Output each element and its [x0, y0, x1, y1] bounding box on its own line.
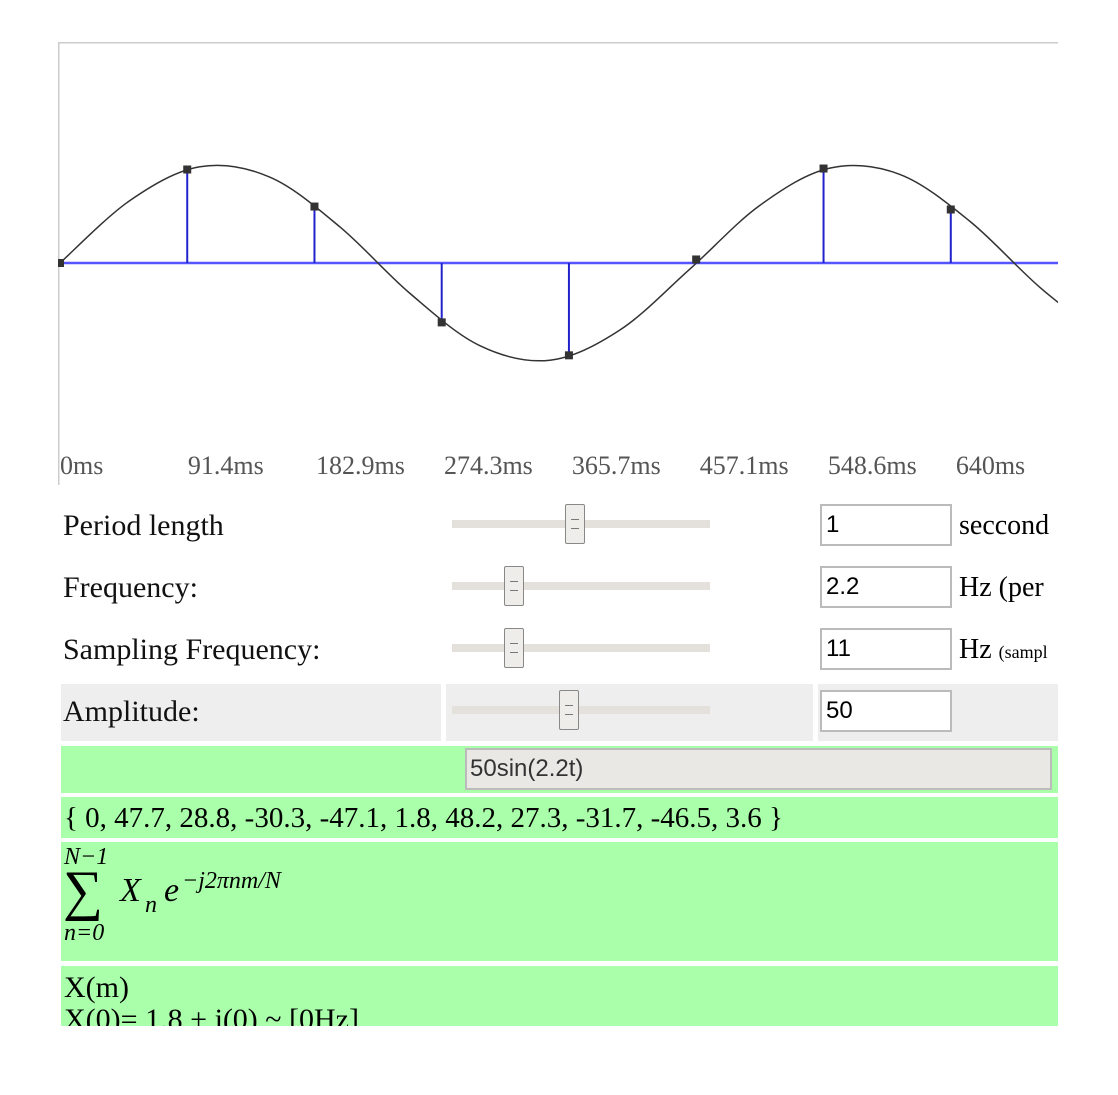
sample-marker [692, 255, 701, 264]
frequency-input[interactable]: 2.2 [820, 566, 952, 608]
sample-marker [564, 351, 573, 360]
sum-lower: n=0 [64, 920, 105, 946]
x-tick-label: 365.7ms [572, 451, 661, 480]
result-row: X(m) X(0)= 1.8 + j(0) ~ [0Hz] [61, 966, 1058, 1026]
formula-row: 50sin(2.2t) [61, 746, 1058, 793]
control-label: Amplitude: [63, 695, 200, 728]
samples-row: { 0, 47.7, 28.8, -30.3, -47.1, 1.8, 48.2… [61, 797, 1058, 838]
control-label: Period length [63, 509, 224, 542]
x-tick-label: 274.3ms [444, 451, 533, 480]
x-tick-label: 640ms [956, 451, 1025, 480]
dft-x: X [120, 872, 141, 909]
result-line: X(0)= 1.8 + j(0) ~ [0Hz] [64, 1003, 359, 1027]
amplitude-row-bg [61, 684, 441, 741]
slider-track[interactable] [452, 582, 710, 590]
dft-row: N−1 ∑ n=0 X n e −j2πnm/N [61, 842, 1058, 961]
control-label: Sampling Frequency: [63, 633, 321, 666]
sample-marker [183, 165, 192, 174]
sum-symbol: ∑ [63, 860, 103, 922]
dft-x-sub: n [145, 892, 157, 918]
unit-note: (sampl [998, 642, 1048, 662]
sample-marker [819, 164, 828, 173]
formula-field[interactable]: 50sin(2.2t) [465, 748, 1052, 790]
x-tick-label: 457.1ms [700, 451, 789, 480]
slider-track[interactable] [452, 644, 710, 652]
dft-exponent: −j2πnm/N [182, 868, 281, 894]
x-tick-label: 182.9ms [316, 451, 405, 480]
x-tick-label: 91.4ms [188, 451, 264, 480]
control-label: Frequency: [63, 571, 198, 604]
dft-e: e [164, 872, 180, 909]
app: 0ms 91.4ms 182.9ms 274.3ms 365.7ms 457.1ms 548… [58, 42, 1058, 1026]
signal-chart: 0ms 91.4ms 182.9ms 274.3ms 365.7ms 457.1ms 548… [58, 42, 1058, 485]
amplitude-input[interactable]: 50 [820, 690, 952, 732]
signal-curve [59, 164, 1058, 362]
x-tick-label: 0ms [60, 451, 103, 480]
slider-thumb[interactable] [504, 628, 524, 668]
sampling-input[interactable]: 11 [820, 628, 952, 670]
result-title: X(m) [64, 971, 129, 1004]
sample-marker [310, 202, 319, 211]
unit-label: Hz (per [959, 572, 1044, 603]
sum-upper: N−1 [64, 844, 109, 870]
slider-track[interactable] [452, 706, 710, 714]
sample-marker [437, 318, 446, 327]
sample-marker [58, 259, 64, 267]
unit-label: Hz (sampl [959, 630, 1048, 672]
slider-thumb[interactable] [565, 504, 585, 544]
chart-border [58, 42, 1058, 485]
unit-text: Hz [959, 634, 992, 665]
unit-label: seccond [959, 510, 1050, 541]
period-input[interactable]: 1 [820, 504, 952, 546]
sample-marker [946, 205, 955, 214]
x-tick-label: 548.6ms [828, 451, 917, 480]
slider-thumb[interactable] [504, 566, 524, 606]
slider-thumb[interactable] [559, 690, 579, 730]
